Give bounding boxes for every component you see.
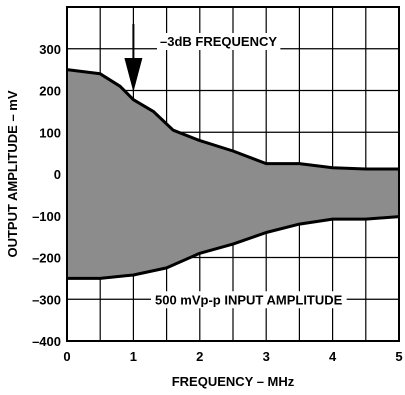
y-tick-label: 0	[54, 167, 61, 182]
x-tick-label: 5	[395, 349, 402, 364]
annotation-input-amplitude: 500 mVp-p INPUT AMPLITUDE	[155, 292, 343, 307]
y-tick-label: 300	[39, 42, 61, 57]
x-tick-label: 4	[329, 349, 337, 364]
upper-envelope-line	[66, 68, 399, 171]
y-tick-labels: 300 200 100 0 –100 –200 –300 –400	[32, 42, 61, 349]
y-tick-label: –100	[32, 209, 61, 224]
x-tick-labels: 0 1 2 3 4 5	[63, 349, 402, 364]
y-tick-label: –200	[32, 251, 61, 266]
output-amplitude-envelope	[67, 69, 399, 279]
y-tick-label: –400	[32, 334, 61, 349]
arrow-head	[124, 58, 143, 92]
annotation-3db-frequency: –3dB FREQUENCY	[160, 34, 277, 49]
lower-envelope-line	[67, 215, 400, 280]
plot-frame	[66, 6, 400, 342]
annotation-bg-3db	[157, 33, 281, 50]
x-axis-label: FREQUENCY – MHz	[172, 374, 295, 389]
x-tick-label: 0	[63, 349, 70, 364]
y-axis-label: OUTPUT AMPLITUDE – mV	[5, 90, 20, 257]
x-tick-label: 3	[263, 349, 270, 364]
y-tick-label: 200	[39, 84, 61, 99]
x-tick-label: 2	[196, 349, 203, 364]
annotation-bg-input	[151, 291, 347, 309]
x-tick-label: 1	[130, 349, 137, 364]
y-tick-label: 100	[39, 125, 61, 140]
y-tick-label: –300	[32, 292, 61, 307]
